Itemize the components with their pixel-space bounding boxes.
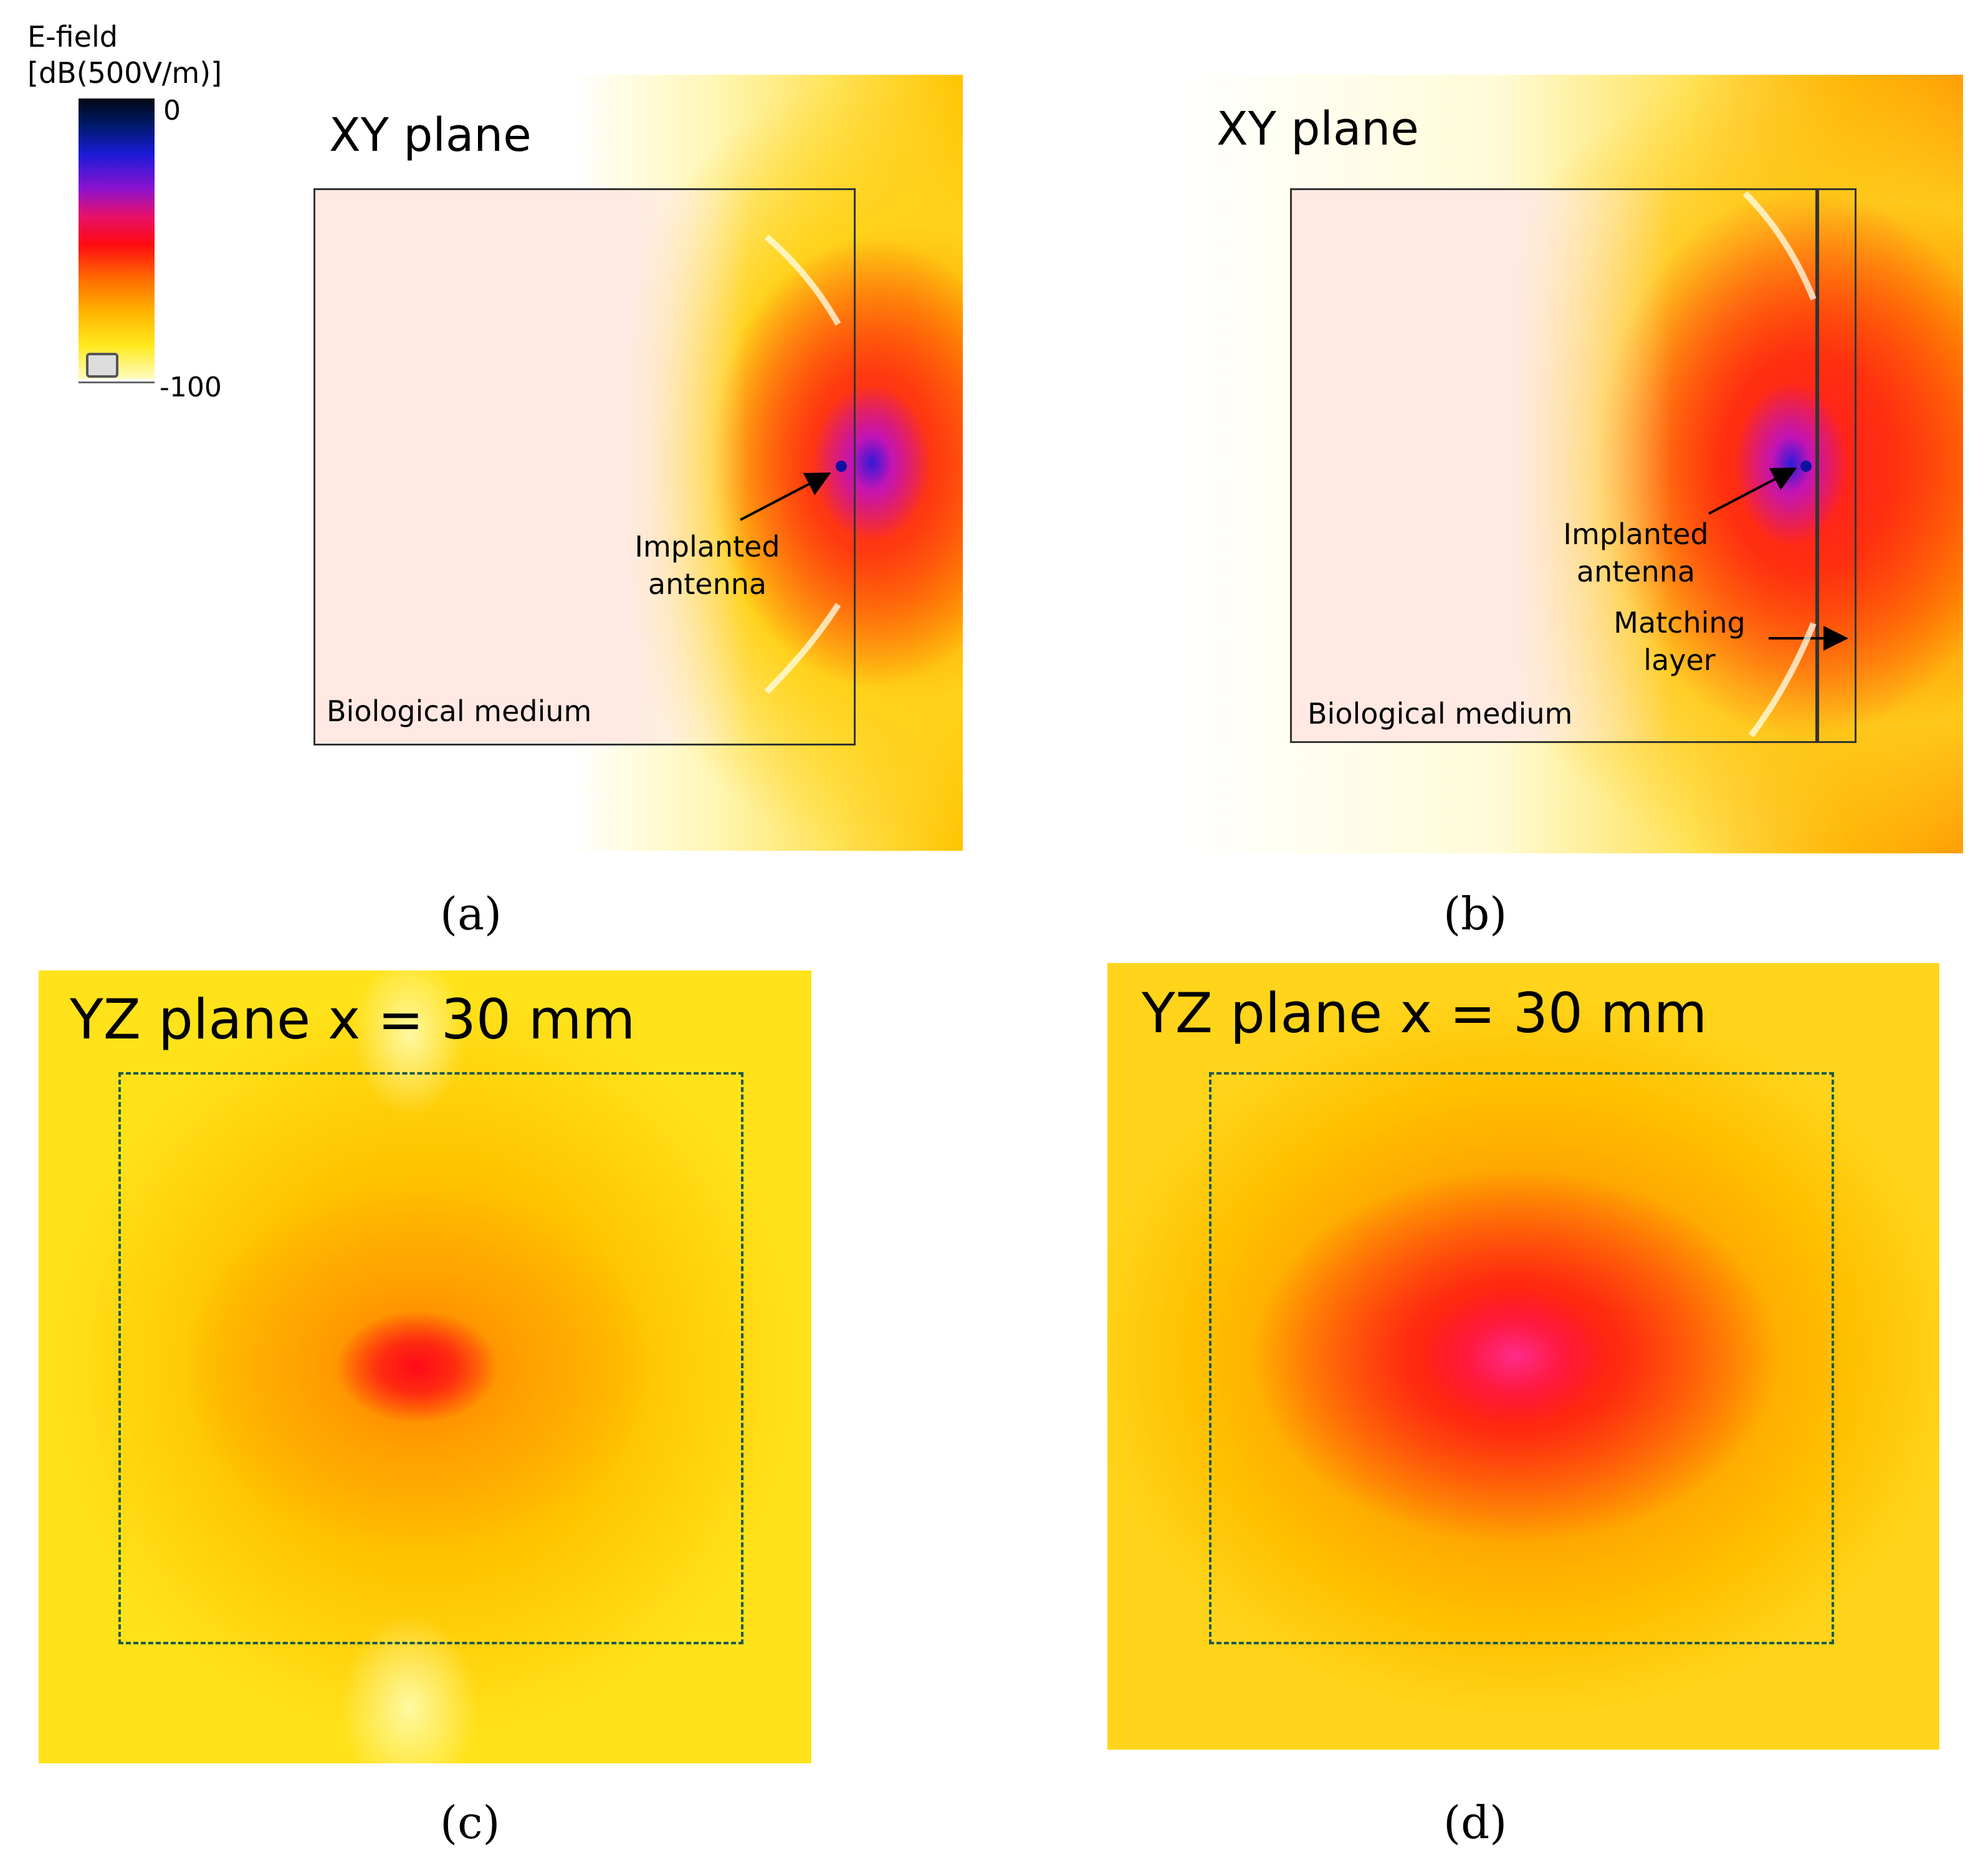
panel-c-field-map: [39, 971, 811, 1763]
panel-a-antenna-dot: [836, 461, 847, 472]
panel-b-medium-label: Biological medium: [1307, 697, 1573, 731]
colorbar-gradient: [79, 98, 155, 379]
panel-a-medium-region: [313, 188, 856, 743]
panel-b-fringe-upper: [1742, 191, 1817, 300]
colorbar-title-line2: [dB(500V/m)]: [27, 56, 222, 90]
panel-d-caption: (d): [1443, 1796, 1508, 1849]
panel-b-medium-region: [1290, 188, 1818, 741]
panel-a-caption: (a): [440, 888, 502, 940]
panel-d-dashed-boundary: [1209, 1072, 1834, 1644]
colorbar-baseline: [79, 381, 155, 383]
panel-a-medium-outline: [313, 188, 856, 745]
panel-b-antenna-dot: [1800, 461, 1812, 472]
panel-a-medium-label: Biological medium: [327, 694, 592, 728]
panel-a-antenna-label: Implanted antenna: [617, 529, 798, 603]
panel-b-fringe-lower: [1748, 622, 1817, 737]
panel-b-layer-label-line2: layer: [1643, 643, 1716, 677]
panel-d-field-map: [1107, 963, 1939, 1750]
colorbar-max-label: 0: [163, 95, 181, 127]
panel-b-antenna-label: Implanted antenna: [1546, 516, 1726, 591]
panel-b-antenna-arrow: [1708, 467, 1797, 515]
colorbar-title-line1: E-field: [27, 20, 118, 54]
colorbar-toggle-icon: [86, 353, 118, 378]
panel-a-fringe-lower: [764, 603, 841, 694]
panel-c-caption: (c): [440, 1796, 500, 1849]
panel-a-antenna-label-line1: Implanted: [634, 530, 780, 563]
panel-b-antenna-label-line1: Implanted: [1563, 517, 1709, 551]
colorbar-min-label: -100: [160, 371, 222, 403]
panel-a-title: XY plane: [329, 108, 532, 162]
panel-b-medium-outline: [1290, 188, 1819, 743]
panel-d-title: YZ plane x = 30 mm: [1142, 981, 1708, 1045]
panel-a-antenna-arrow: [740, 472, 831, 521]
panel-b-layer-label: Matching layer: [1595, 605, 1764, 679]
panel-b-matching-layer-outline: [1815, 188, 1857, 743]
panel-b-caption: (b): [1443, 888, 1508, 940]
panel-b-antenna-label-line2: antenna: [1576, 554, 1696, 588]
panel-c-dashed-boundary: [118, 1072, 743, 1644]
panel-a-antenna-label-line2: antenna: [648, 567, 767, 601]
panel-a-fringe-upper: [764, 234, 841, 326]
panel-b-title: XY plane: [1216, 102, 1419, 156]
panel-b-layer-label-line1: Matching: [1613, 606, 1746, 640]
panel-c-title: YZ plane x = 30 mm: [70, 987, 636, 1052]
